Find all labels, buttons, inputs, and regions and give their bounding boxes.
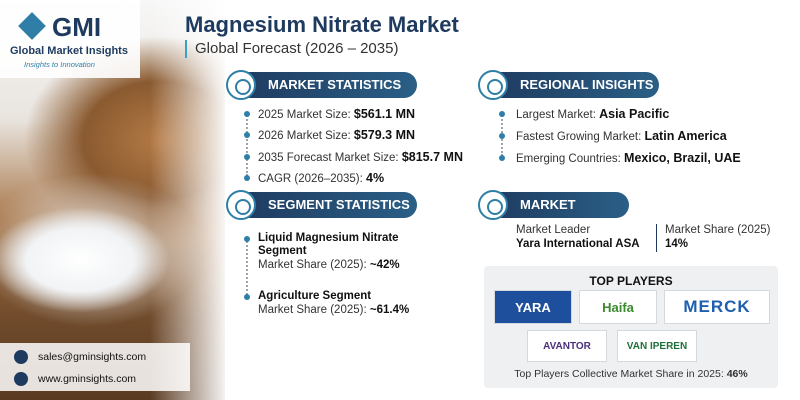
bullet	[244, 175, 250, 181]
bullet	[244, 236, 250, 242]
stat-label: 2026 Market Size:	[258, 130, 351, 142]
stat-value: ~61.4%	[369, 304, 410, 316]
leader-name: Yara International ASA	[516, 238, 640, 250]
stat-item: Emerging Countries: Mexico, Brazil, UAE	[516, 151, 741, 165]
stat-label: Market Share (2025):	[258, 259, 367, 271]
stat-value: $579.3 MN	[353, 128, 416, 142]
stat-value: Mexico, Brazil, UAE	[624, 151, 741, 165]
web-icon	[14, 372, 28, 386]
share-label: Market Share (2025)	[665, 224, 771, 236]
tagline: Insights to Innovation	[24, 60, 95, 69]
stat-value: 4%	[366, 171, 385, 185]
player-logo: MERCK	[664, 290, 770, 324]
stat-label: Emerging Countries:	[516, 153, 621, 165]
share-value: 14%	[665, 238, 689, 250]
stat-value: $815.7 MN	[401, 150, 463, 164]
stat-value: Asia Pacific	[599, 107, 670, 121]
logo-panel: GMI Global Market Insights Insights to I…	[0, 0, 140, 78]
segment-name: Agriculture Segment	[258, 290, 372, 302]
bullet	[244, 132, 250, 138]
stat-value: Latin America	[644, 129, 727, 143]
stat-label: Largest Market:	[516, 109, 596, 121]
stat-label: Market Share (2025):	[258, 304, 367, 316]
website: www.gminsights.com	[38, 373, 137, 385]
section-icon	[478, 70, 508, 100]
photo-fade	[150, 0, 230, 400]
segment-share: Market Share (2025): ~42%	[258, 259, 400, 271]
dotted-line	[246, 238, 248, 298]
bullet	[499, 111, 505, 117]
email-icon	[14, 350, 28, 364]
top-players-heading: TOP PLAYERS	[589, 274, 673, 288]
segment-name: Liquid Magnesium Nitrate Segment	[258, 232, 399, 257]
stat-label: 2035 Forecast Market Size:	[258, 152, 399, 164]
divider	[656, 224, 657, 252]
stat-item: 2026 Market Size: $579.3 MN	[258, 128, 415, 142]
stat-value: ~42%	[369, 259, 400, 271]
dotted-line	[246, 112, 248, 176]
contact-panel: sales@gminsights.com www.gminsights.com	[0, 343, 190, 391]
stat-label: 2025 Market Size:	[258, 109, 351, 121]
section-heading: SEGMENT STATISTICS	[232, 192, 417, 218]
company-name: Global Market Insights	[10, 45, 128, 57]
stat-item: 2025 Market Size: $561.1 MN	[258, 107, 415, 121]
stat-label: Fastest Growing Market:	[516, 131, 642, 143]
bullet	[499, 133, 505, 139]
title-bar	[185, 40, 187, 58]
section-heading: MARKET LEADERS	[484, 192, 629, 238]
stat-item: Fastest Growing Market: Latin America	[516, 129, 727, 143]
player-logo: Haifa	[579, 290, 657, 324]
section-heading: REGIONAL INSIGHTS	[484, 72, 659, 98]
bullet	[244, 111, 250, 117]
subtitle: Global Forecast (2026 – 2035)	[195, 40, 399, 57]
players-footer-label: Top Players Collective Market Share in 2…	[514, 368, 724, 380]
bullet	[244, 294, 250, 300]
top-players-panel: TOP PLAYERS YARA Haifa MERCK AVANTOR VAN…	[484, 266, 778, 388]
player-logo: VAN IPEREN	[617, 330, 697, 362]
section-icon	[226, 70, 256, 100]
players-footer-value: 46%	[726, 368, 748, 380]
stat-item: Largest Market: Asia Pacific	[516, 107, 669, 121]
leader-label: Market Leader	[516, 224, 591, 236]
segment-share: Market Share (2025): ~61.4%	[258, 304, 409, 316]
stat-item: 2035 Forecast Market Size: $815.7 MN	[258, 150, 463, 164]
section-heading: MARKET STATISTICS	[232, 72, 417, 98]
section-icon	[478, 190, 508, 220]
stat-label: CAGR (2026–2035):	[258, 173, 363, 185]
bullet	[499, 155, 505, 161]
section-icon	[226, 190, 256, 220]
stat-item: CAGR (2026–2035): 4%	[258, 171, 384, 185]
logo-text: GMI	[52, 12, 102, 42]
bullet	[244, 154, 250, 160]
email: sales@gminsights.com	[38, 351, 147, 363]
stat-value: $561.1 MN	[353, 107, 416, 121]
title: Magnesium Nitrate Market	[185, 12, 459, 37]
player-logo: YARA	[494, 290, 572, 324]
player-logo: AVANTOR	[527, 330, 607, 362]
logo-mark	[18, 12, 46, 40]
players-footer: Top Players Collective Market Share in 2…	[484, 368, 778, 380]
